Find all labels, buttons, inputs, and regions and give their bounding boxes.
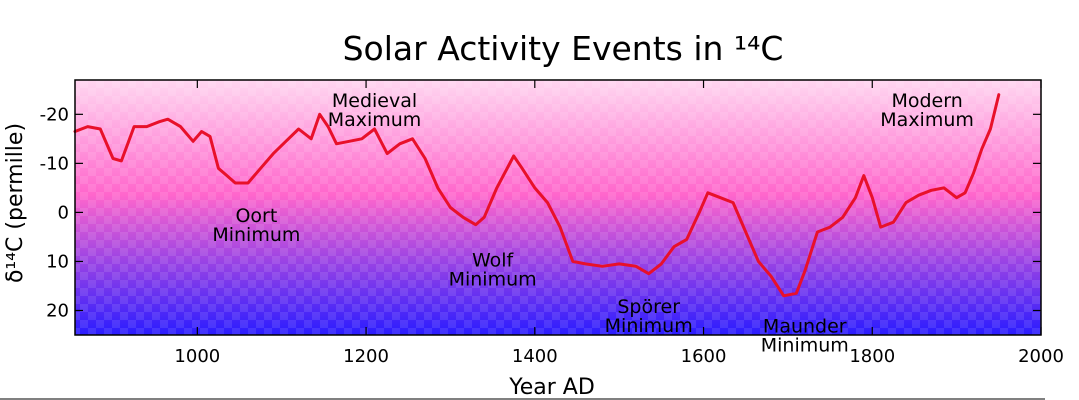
x-tick-label: 1000 — [174, 346, 220, 367]
plot-frame — [74, 79, 1042, 336]
annotation-label: Maunder Minimum — [761, 316, 849, 357]
annotation-line: Maximum — [328, 109, 422, 131]
annotation-label: Spörer Minimum — [605, 296, 693, 337]
annotation-line: Minimum — [449, 268, 537, 290]
annotation-line: Oort — [235, 205, 277, 227]
y-tick-label: 20 — [46, 300, 69, 321]
annotation-label: Wolf Minimum — [449, 249, 537, 290]
annotation-label: Modern Maximum — [880, 90, 974, 131]
annotation-line: Modern — [891, 90, 962, 112]
annotation-line: Minimum — [761, 335, 849, 357]
plot-area: 1000 1200 1400 1600 1800 2000 -20 -10 0 10 20 Oor… — [40, 79, 1064, 367]
plot-checker-pattern — [75, 80, 1041, 335]
annotation-line: Maunder — [763, 316, 847, 338]
annotation-line: Maximum — [880, 109, 974, 131]
y-tick-label: -10 — [40, 153, 69, 174]
annotation-line: Minimum — [212, 224, 300, 246]
x-tick-label: 1600 — [681, 346, 727, 367]
x-tick-label: 1200 — [343, 346, 389, 367]
line-layer — [73, 93, 1001, 298]
annotation-line: Wolf — [472, 249, 515, 271]
y-tick-label: -20 — [40, 104, 69, 125]
annotation-label: Medieval Maximum — [328, 90, 422, 131]
x-tick-label: 2000 — [1018, 346, 1064, 367]
x-axis-label: Year AD — [508, 375, 595, 400]
annotation-line: Spörer — [617, 296, 680, 318]
x-tick-label: 1400 — [512, 346, 558, 367]
y-axis: -20 -10 0 10 20 — [40, 104, 1041, 321]
chart-title: Solar Activity Events in ¹⁴C — [343, 29, 784, 68]
x-tick-label: 1800 — [849, 346, 895, 367]
y-tick-label: 0 — [58, 202, 69, 223]
y-tick-label: 10 — [46, 251, 69, 272]
annotation-line: Medieval — [332, 90, 417, 112]
y-axis-label: δ¹⁴C (permille) — [3, 123, 28, 283]
x-axis: 1000 1200 1400 1600 1800 2000 — [174, 80, 1064, 367]
series-line-0 — [73, 93, 1001, 298]
annotation-line: Minimum — [605, 315, 693, 337]
annotation-label: Oort Minimum — [212, 205, 300, 246]
